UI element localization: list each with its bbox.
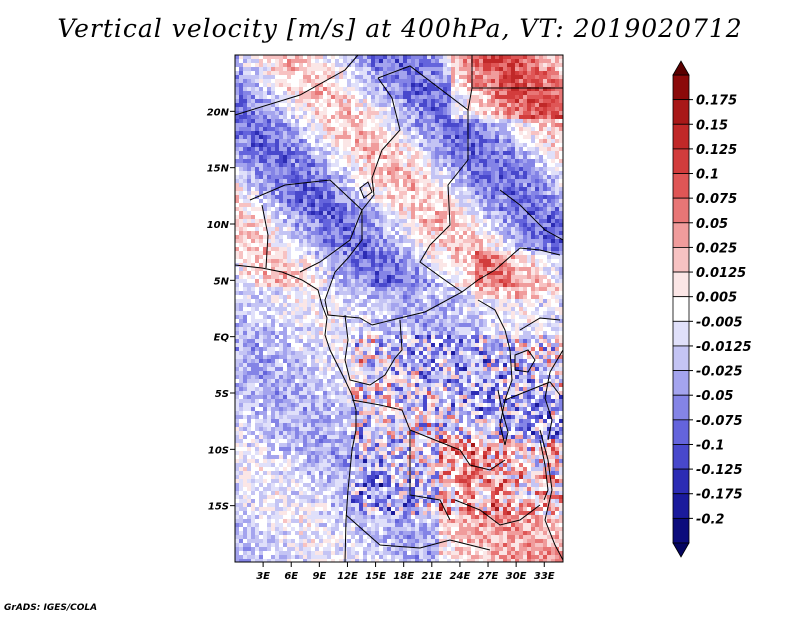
colorbar-segment <box>672 468 690 495</box>
border-libya-chad <box>377 65 469 160</box>
colorbar-segment <box>672 394 690 421</box>
x-tick-label: 30E <box>506 571 527 582</box>
colorbar-label: 0.075 <box>696 192 737 207</box>
colorbar-extend-low <box>672 542 690 558</box>
border-car <box>371 269 496 326</box>
colorbar-label: 0.125 <box>696 143 737 158</box>
border-nigeria <box>249 179 363 273</box>
y-tick-label: EQ <box>214 333 230 344</box>
colorbar: 0.175 0.15 0.125 0.1 0.075 0.05 0.025 0.0125 0.0… <box>672 60 752 558</box>
colorbar-segment <box>672 148 690 174</box>
country-borders <box>235 55 563 562</box>
y-tick-label: 15N <box>207 164 230 175</box>
x-axis: 3E 6E 9E 12E 15E 18E 21E 24E 27E 30E 33E <box>256 562 555 582</box>
colorbar-label: 0.15 <box>696 118 728 133</box>
x-tick-label: 18E <box>393 571 414 582</box>
border-chad-sudan <box>419 159 469 293</box>
border-tanzania <box>504 381 561 401</box>
y-tick-label: 10N <box>207 220 230 231</box>
border-cameroon <box>324 239 373 326</box>
colorbar-label: 0.1 <box>696 168 719 183</box>
colorbar-segment <box>672 123 690 150</box>
lake-tanganyika <box>497 389 509 446</box>
x-tick-label: 24E <box>450 571 471 582</box>
border-drc-south <box>351 399 506 471</box>
lake-victoria <box>514 349 536 373</box>
map-title: Vertical velocity [m/s] at 400hPa, VT: 2… <box>57 14 743 43</box>
colorbar-segment <box>672 493 690 519</box>
colorbar-segment <box>672 247 690 273</box>
x-tick-label: 21E <box>421 571 442 582</box>
border-drc-east <box>477 299 513 446</box>
colorbar-segment <box>672 296 690 322</box>
colorbar-label: -0.05 <box>696 389 733 404</box>
y-tick-label: 10S <box>208 445 229 456</box>
border-algeria-niger <box>235 55 359 116</box>
colorbar-segment <box>672 74 690 101</box>
colorbar-label: -0.1 <box>696 438 724 453</box>
colorbar-label: -0.175 <box>696 488 743 503</box>
colorbar-label: -0.2 <box>696 512 724 527</box>
colorbar-segment <box>672 517 690 544</box>
lake-chad <box>359 181 373 199</box>
y-tick-label: 5N <box>214 276 230 287</box>
y-tick-label: 15S <box>208 502 229 513</box>
colorbar-segment <box>672 173 690 199</box>
colorbar-extend-high <box>672 60 690 76</box>
colorbar-segment <box>672 320 690 347</box>
colorbar-label: 0.175 <box>696 94 737 109</box>
border-angola-zambia <box>409 430 451 521</box>
velocity-field <box>235 55 563 562</box>
border-zambia-zimbabwe <box>454 499 541 526</box>
border-congo <box>344 314 403 386</box>
border-niger-chad <box>361 77 401 240</box>
x-tick-label: 6E <box>284 571 298 582</box>
colorbar-label: 0.025 <box>696 241 737 256</box>
colorbar-segment <box>672 444 690 470</box>
border-kenya <box>519 317 561 331</box>
x-tick-label: 12E <box>337 571 358 582</box>
colorbar-label: -0.075 <box>696 414 743 429</box>
border-ethiopia <box>499 189 563 241</box>
colorbar-segment <box>672 271 690 298</box>
lake-malawi <box>539 439 549 501</box>
colorbar-label: -0.0125 <box>696 340 752 355</box>
border-benin-togo <box>261 204 269 269</box>
y-tick-label: 5S <box>215 389 229 400</box>
colorbar-label: -0.025 <box>696 365 743 380</box>
colorbar-segment <box>672 222 690 248</box>
y-axis: 20N 15N 10N 5N EQ 5S 10S 15S <box>207 107 235 513</box>
colorbar-label: -0.005 <box>696 315 743 330</box>
x-tick-label: 15E <box>365 571 386 582</box>
coastline-west <box>235 264 357 562</box>
coastline-east <box>544 349 563 441</box>
border-namibia <box>345 514 491 551</box>
colorbar-label: 0.005 <box>696 291 737 306</box>
colorbar-label: -0.125 <box>696 463 743 478</box>
colorbar-segment <box>672 370 690 396</box>
border-south-sudan <box>494 247 561 271</box>
colorbar-segment <box>672 345 690 371</box>
x-tick-label: 9E <box>312 571 326 582</box>
border-egypt-libya <box>467 55 473 111</box>
y-tick-label: 20N <box>207 107 230 118</box>
x-tick-label: 33E <box>534 571 555 582</box>
colorbar-segment <box>672 197 690 224</box>
x-tick-label: 27E <box>478 571 499 582</box>
colorbar-segment <box>672 419 690 445</box>
plot-frame <box>234 54 564 563</box>
x-tick-label: 3E <box>256 571 270 582</box>
colorbar-label: 0.05 <box>696 217 728 232</box>
grads-credit: GrADS: IGES/COLA <box>4 603 98 613</box>
border-mozambique <box>539 429 563 561</box>
colorbar-segment <box>672 99 690 125</box>
colorbar-label: 0.0125 <box>696 266 746 281</box>
